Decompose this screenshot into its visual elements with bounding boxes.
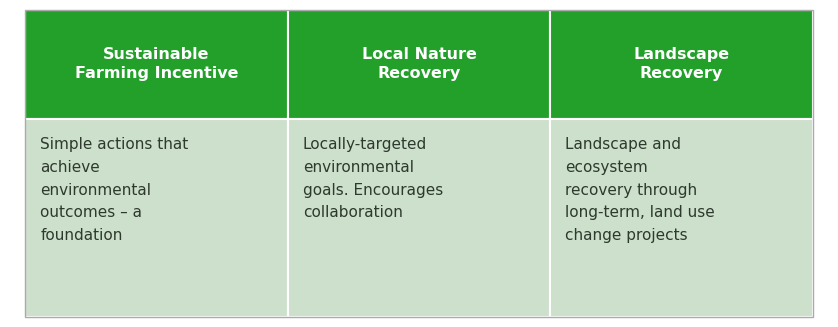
Bar <box>287 10 551 119</box>
Bar <box>25 10 287 119</box>
Text: Local Nature
Recovery: Local Nature Recovery <box>361 47 477 81</box>
Text: Sustainable
Farming Incentive: Sustainable Farming Incentive <box>75 47 238 81</box>
Text: Simple actions that
achieve
environmental
outcomes – a
foundation: Simple actions that achieve environmenta… <box>40 137 189 243</box>
Bar <box>25 119 287 317</box>
Bar <box>551 10 813 119</box>
Bar <box>551 119 813 317</box>
Text: Landscape
Recovery: Landscape Recovery <box>634 47 730 81</box>
Bar <box>287 119 551 317</box>
Text: Landscape and
ecosystem
recovery through
long-term, land use
change projects: Landscape and ecosystem recovery through… <box>566 137 715 243</box>
Text: Locally-targeted
environmental
goals. Encourages
collaboration: Locally-targeted environmental goals. En… <box>303 137 443 220</box>
